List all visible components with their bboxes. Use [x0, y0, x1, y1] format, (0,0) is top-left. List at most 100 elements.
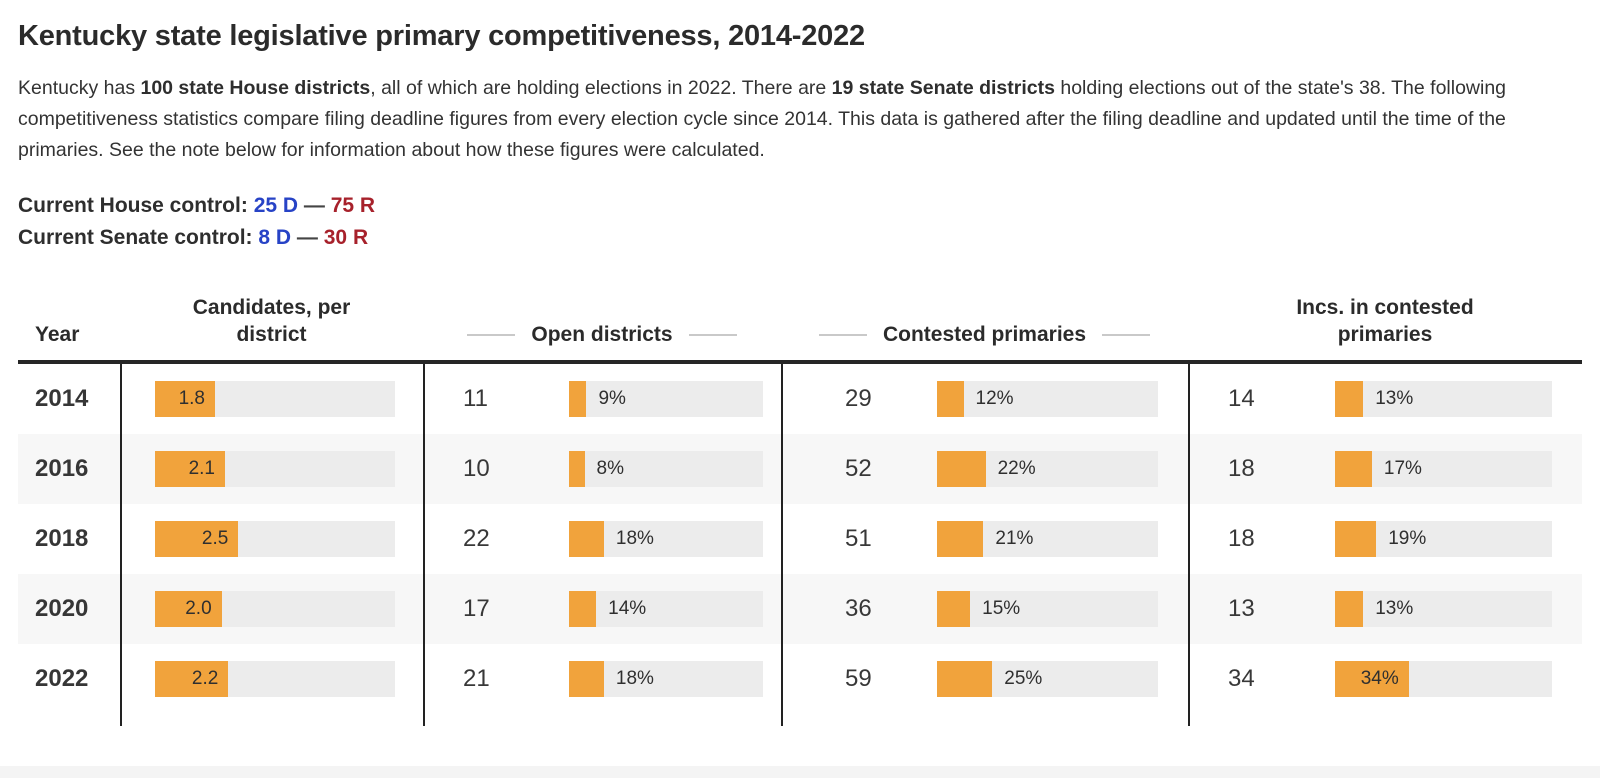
- open-districts-count: 10: [463, 455, 490, 482]
- senate-dem-count: 8 D: [258, 226, 292, 249]
- intro-bold-senate: 19 state Senate districts: [831, 77, 1055, 99]
- open-districts-count: 11: [463, 385, 488, 412]
- incumbents-contested-cell: 14 13%: [1188, 364, 1582, 434]
- contested-primaries-count: 29: [845, 385, 872, 412]
- year-cell: 2020: [35, 595, 89, 622]
- contested-primaries-cell: 51 21%: [781, 504, 1188, 574]
- open-districts-bar: 9%: [569, 381, 763, 417]
- table-row: 2016 2.1 10 8% 52 22% 18 17%: [18, 434, 1582, 504]
- table-row: 2020 2.0 17 14% 36 15% 13 13%: [18, 574, 1582, 644]
- intro-text: holding elections out of the state's 38.…: [18, 77, 1507, 161]
- header-dash: [818, 333, 867, 336]
- open-districts-cell: 17 14%: [423, 574, 781, 644]
- incumbents-contested-bar: 34%: [1335, 661, 1552, 697]
- senate-control-line: Current Senate control: 8 D — 30 R: [18, 222, 1582, 254]
- table-body: 2014 1.8 11 9% 29 12% 14 13%: [18, 364, 1582, 726]
- competitiveness-table: Year Candidates, per district Open distr…: [18, 294, 1582, 726]
- table-row: 2018 2.5 22 18% 51 21% 18 19%: [18, 504, 1582, 574]
- column-header-contested-primaries: Contested primaries: [781, 321, 1188, 348]
- table-header-row: Year Candidates, per district Open distr…: [18, 294, 1582, 364]
- contested-primaries-count: 36: [845, 595, 872, 622]
- house-dem-count: 25 D: [253, 194, 299, 217]
- year-cell: 2016: [35, 455, 89, 482]
- chamber-control-summary: Current House control: 25 D — 75 R Curre…: [18, 190, 1582, 254]
- page-title: Kentucky state legislative primary compe…: [18, 20, 865, 52]
- contested-primaries-cell: 29 12%: [781, 364, 1188, 434]
- incumbents-contested-count: 13: [1228, 595, 1255, 622]
- incumbents-contested-cell: 13 13%: [1188, 574, 1582, 644]
- contested-primaries-cell: 52 22%: [781, 434, 1188, 504]
- incumbents-contested-cell: 18 19%: [1188, 504, 1582, 574]
- open-districts-bar: 14%: [569, 591, 763, 627]
- contested-primaries-count: 51: [845, 525, 872, 552]
- table-row: 2022 2.2 21 18% 59 25% 34 34%: [18, 644, 1582, 714]
- contested-primaries-cell: 36 15%: [781, 574, 1188, 644]
- em-dash: —: [303, 194, 325, 217]
- table-bottom-filler: [18, 714, 1582, 726]
- intro-text: Kentucky has: [18, 77, 141, 99]
- candidates-per-district-cell: 1.8: [120, 364, 423, 434]
- article: Kentucky state legislative primary compe…: [18, 20, 1582, 726]
- senate-control-label: Current Senate control:: [18, 226, 253, 249]
- intro-text: , all of which are holding elections in …: [370, 77, 832, 99]
- incumbents-contested-count: 18: [1228, 455, 1255, 482]
- header-dash: [688, 333, 737, 336]
- house-rep-count: 75 R: [330, 194, 376, 217]
- open-districts-bar: 18%: [569, 521, 763, 557]
- em-dash: —: [296, 226, 318, 249]
- senate-rep-count: 30 R: [323, 226, 369, 249]
- contested-primaries-bar: 12%: [937, 381, 1158, 417]
- contested-primaries-bar: 15%: [937, 591, 1158, 627]
- candidates-bar: 2.1: [155, 451, 395, 487]
- open-districts-cell: 22 18%: [423, 504, 781, 574]
- column-header-year: Year: [35, 323, 80, 346]
- open-districts-bar: 18%: [569, 661, 763, 697]
- year-cell: 2022: [35, 665, 89, 692]
- incumbents-contested-count: 34: [1228, 665, 1255, 692]
- candidates-per-district-cell: 2.1: [120, 434, 423, 504]
- house-control-line: Current House control: 25 D — 75 R: [18, 190, 1582, 222]
- contested-primaries-count: 52: [845, 455, 872, 482]
- incumbents-contested-cell: 34 34%: [1188, 644, 1582, 714]
- header-dash: [467, 333, 516, 336]
- contested-primaries-bar: 22%: [937, 451, 1158, 487]
- candidates-per-district-cell: 2.0: [120, 574, 423, 644]
- open-districts-cell: 10 8%: [423, 434, 781, 504]
- incumbents-contested-count: 18: [1228, 525, 1255, 552]
- incumbents-contested-bar: 17%: [1335, 451, 1552, 487]
- year-cell: [18, 714, 120, 726]
- contested-primaries-count: 59: [845, 665, 872, 692]
- open-districts-cell: 21 18%: [423, 644, 781, 714]
- incumbents-contested-bar: 13%: [1335, 381, 1552, 417]
- open-districts-cell: [423, 714, 781, 726]
- contested-primaries-bar: 25%: [937, 661, 1158, 697]
- column-header-open-districts: Open districts: [423, 321, 781, 348]
- candidates-bar: 2.0: [155, 591, 395, 627]
- column-header-candidates: Candidates, per district: [192, 296, 351, 346]
- incumbents-contested-cell: [1188, 714, 1582, 726]
- candidates-bar: 2.2: [155, 661, 395, 697]
- incumbents-contested-cell: 18 17%: [1188, 434, 1582, 504]
- year-cell: 2014: [35, 385, 89, 412]
- contested-primaries-bar: 21%: [937, 521, 1158, 557]
- year-cell: 2018: [35, 525, 89, 552]
- intro-bold-house: 100 state House districts: [140, 77, 371, 99]
- open-districts-bar: 8%: [569, 451, 763, 487]
- incumbents-contested-bar: 19%: [1335, 521, 1552, 557]
- incumbents-contested-count: 14: [1228, 385, 1255, 412]
- contested-primaries-cell: [781, 714, 1188, 726]
- candidates-bar: 1.8: [155, 381, 395, 417]
- open-districts-cell: 11 9%: [423, 364, 781, 434]
- open-districts-count: 17: [463, 595, 490, 622]
- candidates-bar: 2.5: [155, 521, 395, 557]
- incumbents-contested-bar: 13%: [1335, 591, 1552, 627]
- next-section-edge: [0, 766, 1600, 778]
- candidates-per-district-cell: 2.2: [120, 644, 423, 714]
- house-control-label: Current House control:: [18, 194, 248, 217]
- table-row: 2014 1.8 11 9% 29 12% 14 13%: [18, 364, 1582, 434]
- intro-paragraph: Kentucky has 100 state House districts, …: [18, 73, 1578, 166]
- candidates-per-district-cell: [120, 714, 423, 726]
- candidates-per-district-cell: 2.5: [120, 504, 423, 574]
- contested-primaries-cell: 59 25%: [781, 644, 1188, 714]
- open-districts-count: 21: [463, 665, 490, 692]
